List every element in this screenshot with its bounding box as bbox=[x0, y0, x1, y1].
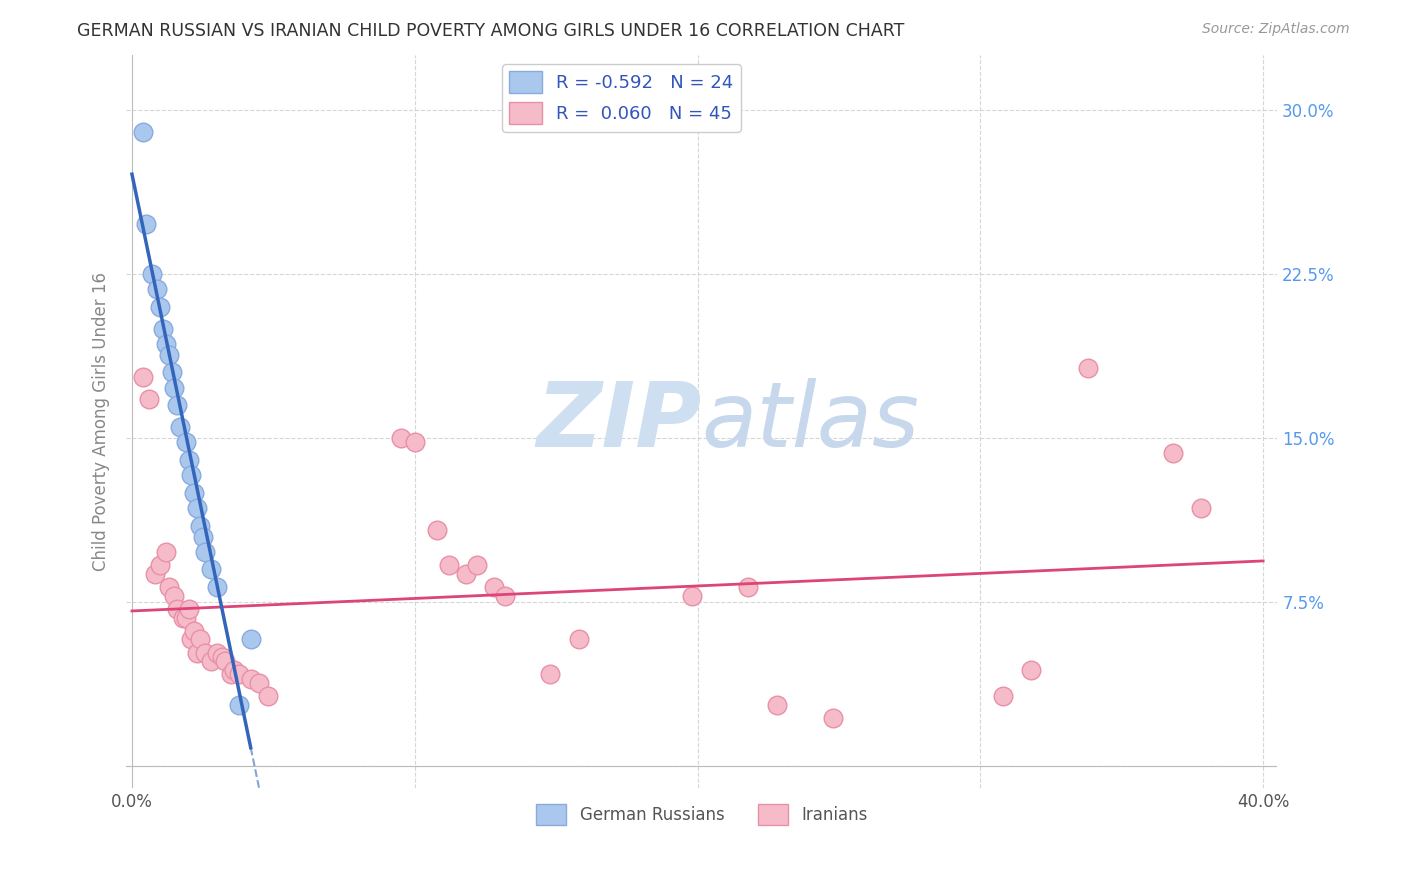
Point bbox=[149, 300, 172, 314]
Point bbox=[239, 672, 262, 686]
Point bbox=[247, 676, 270, 690]
Point bbox=[256, 690, 278, 704]
Point bbox=[166, 398, 188, 412]
Point bbox=[194, 646, 217, 660]
Point bbox=[166, 601, 188, 615]
Point bbox=[765, 698, 787, 712]
Point bbox=[737, 580, 759, 594]
Point bbox=[132, 125, 155, 139]
Point bbox=[157, 580, 180, 594]
Point bbox=[163, 381, 186, 395]
Point bbox=[149, 558, 172, 572]
Point bbox=[174, 610, 197, 624]
Point bbox=[465, 558, 488, 572]
Point bbox=[228, 667, 250, 681]
Text: Source: ZipAtlas.com: Source: ZipAtlas.com bbox=[1202, 22, 1350, 37]
Point bbox=[389, 431, 412, 445]
Point bbox=[494, 589, 516, 603]
Point bbox=[186, 501, 208, 516]
Point bbox=[155, 337, 177, 351]
Point bbox=[191, 530, 214, 544]
Y-axis label: Child Poverty Among Girls Under 16: Child Poverty Among Girls Under 16 bbox=[93, 272, 110, 571]
Point bbox=[146, 282, 169, 296]
Point bbox=[205, 646, 228, 660]
Point bbox=[177, 453, 200, 467]
Point bbox=[172, 610, 194, 624]
Point bbox=[214, 654, 236, 668]
Text: atlas: atlas bbox=[702, 377, 920, 466]
Point bbox=[211, 649, 233, 664]
Point bbox=[991, 690, 1014, 704]
Point bbox=[568, 632, 591, 647]
Point bbox=[228, 698, 250, 712]
Point bbox=[186, 646, 208, 660]
Point bbox=[152, 321, 174, 335]
Point bbox=[1189, 501, 1212, 516]
Point bbox=[200, 654, 222, 668]
Point bbox=[160, 366, 183, 380]
Point bbox=[183, 624, 205, 638]
Point bbox=[155, 545, 177, 559]
Point bbox=[404, 435, 426, 450]
Point bbox=[135, 217, 157, 231]
Point bbox=[1019, 663, 1042, 677]
Point bbox=[205, 580, 228, 594]
Point bbox=[540, 667, 562, 681]
Point bbox=[823, 711, 845, 725]
Point bbox=[177, 601, 200, 615]
Point bbox=[141, 267, 163, 281]
Point bbox=[169, 420, 191, 434]
Point bbox=[219, 667, 242, 681]
Text: ZIP: ZIP bbox=[537, 377, 702, 466]
Point bbox=[426, 523, 449, 537]
Point bbox=[143, 566, 166, 581]
Point bbox=[180, 632, 202, 647]
Point bbox=[157, 348, 180, 362]
Point bbox=[174, 435, 197, 450]
Legend: German Russians, Iranians: German Russians, Iranians bbox=[530, 797, 875, 831]
Point bbox=[222, 663, 245, 677]
Point bbox=[188, 518, 211, 533]
Point bbox=[454, 566, 477, 581]
Point bbox=[194, 545, 217, 559]
Point bbox=[180, 468, 202, 483]
Point bbox=[132, 369, 155, 384]
Point bbox=[163, 589, 186, 603]
Point bbox=[138, 392, 160, 406]
Point bbox=[200, 562, 222, 576]
Point bbox=[437, 558, 460, 572]
Point bbox=[183, 485, 205, 500]
Text: GERMAN RUSSIAN VS IRANIAN CHILD POVERTY AMONG GIRLS UNDER 16 CORRELATION CHART: GERMAN RUSSIAN VS IRANIAN CHILD POVERTY … bbox=[77, 22, 904, 40]
Point bbox=[188, 632, 211, 647]
Point bbox=[681, 589, 703, 603]
Point bbox=[239, 632, 262, 647]
Point bbox=[1161, 446, 1184, 460]
Point bbox=[1077, 361, 1099, 376]
Point bbox=[482, 580, 505, 594]
